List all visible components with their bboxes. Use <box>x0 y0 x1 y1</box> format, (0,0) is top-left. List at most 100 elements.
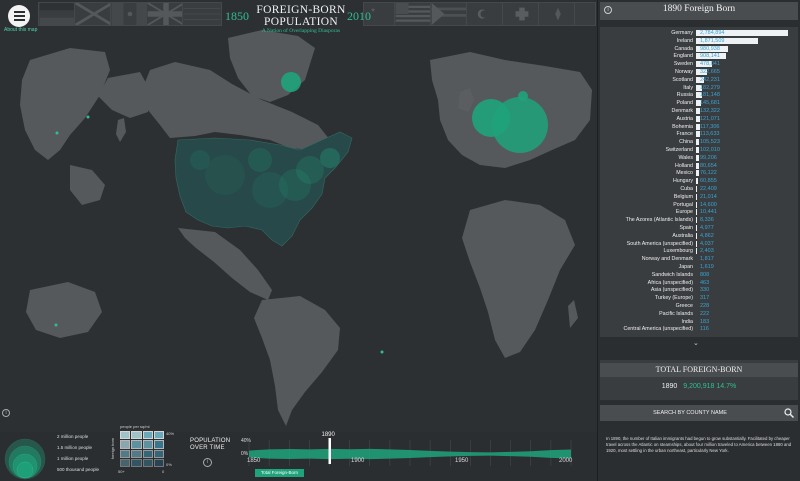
country-row[interactable]: Russia 181,148 <box>600 91 798 99</box>
map-info-icon[interactable]: i <box>2 409 10 417</box>
country-row[interactable]: France 113,633 <box>600 130 798 138</box>
map-canvas[interactable]: About this map ★ 1850 FOREIGN-BORN POPUL… <box>0 0 597 432</box>
density-pct-bot: 0% <box>166 462 172 467</box>
country-row[interactable]: Italy 182,279 <box>600 84 798 92</box>
country-row[interactable]: Ireland 1,871,509 <box>600 37 798 45</box>
country-value: 22,409 <box>700 186 717 192</box>
country-row[interactable]: Portugal 14,600 <box>600 201 798 209</box>
country-row[interactable]: South America (unspecified) 4,037 <box>600 240 798 248</box>
search-icon[interactable] <box>783 407 795 419</box>
narrative-text: In 1890, the number of Italian immigrant… <box>606 436 792 453</box>
country-row[interactable]: Belgium 21,014 <box>600 193 798 201</box>
country-row[interactable]: Austria 121,071 <box>600 115 798 123</box>
country-bar <box>696 108 701 114</box>
country-row[interactable]: Asia (unspecified) 330 <box>600 286 798 294</box>
country-bar <box>696 61 712 68</box>
flag-usa-striped-button[interactable] <box>394 2 434 26</box>
total-percent: 14.7% <box>716 383 737 390</box>
country-row[interactable]: Switzerland 102,010 <box>600 146 798 154</box>
flag-cuba-button[interactable] <box>430 2 470 26</box>
country-name: Portugal <box>673 201 693 208</box>
flag-germany-button[interactable] <box>38 2 78 26</box>
timeline-legend-chip[interactable]: Total Foreign-Born <box>255 469 305 477</box>
timeline-svg[interactable] <box>237 436 577 466</box>
country-row[interactable]: Europe 10,441 <box>600 208 798 216</box>
country-row[interactable]: Africa (unspecified) 463 <box>600 279 798 287</box>
flag-more-button[interactable] <box>574 2 596 26</box>
country-row[interactable]: Hungary 60,855 <box>600 177 798 185</box>
flag-japan-button[interactable] <box>182 2 222 26</box>
canada-shape <box>140 62 330 150</box>
country-row[interactable]: Spain 4,977 <box>600 224 798 232</box>
title-line-2: POPULATION <box>264 16 338 28</box>
country-row[interactable]: Mexico 76,122 <box>600 169 798 177</box>
total-foreign-born-box: TOTAL FOREIGN-BORN 1890 9,200,918 14.7% <box>600 360 798 400</box>
timeline-year-label: 1850 <box>247 458 261 464</box>
density-axis-side: foreign born <box>110 437 116 460</box>
flag-uk-button[interactable] <box>146 2 186 26</box>
timeline-pct-top: 40% <box>241 438 252 444</box>
country-value: 182,279 <box>700 84 720 91</box>
country-row[interactable]: Denmark 132,322 <box>600 107 798 115</box>
world-map <box>20 30 592 426</box>
timeline-info-icon[interactable]: i <box>203 458 212 467</box>
country-name: Turkey (Europe) <box>654 295 693 302</box>
country-name: Pacific Islands <box>659 310 693 317</box>
uk-shape <box>458 88 474 112</box>
flag-scandinavia-button[interactable] <box>74 2 114 26</box>
country-row[interactable]: England 908,141 <box>600 52 798 60</box>
country-row[interactable]: Sandwich Islands 808 <box>600 271 798 279</box>
country-row[interactable]: China 105,523 <box>600 138 798 146</box>
flag-canada-button[interactable] <box>538 2 578 26</box>
panel-info-icon[interactable]: i <box>604 6 612 14</box>
country-bar <box>696 162 699 169</box>
flag-mexico-button[interactable] <box>110 2 150 26</box>
country-row[interactable]: Canada 980,938 <box>600 45 798 53</box>
country-row[interactable]: Germany 2,784,894 <box>600 29 798 37</box>
country-row[interactable]: Norway 322,665 <box>600 68 798 76</box>
page-title: FOREIGN-BORN POPULATION <box>253 4 349 28</box>
country-value: 222 <box>700 310 710 317</box>
timeline-area-series <box>249 448 571 460</box>
about-map-link[interactable]: About this map <box>4 27 38 33</box>
country-row[interactable]: Scotland 242,231 <box>600 76 798 84</box>
country-value: 183 <box>700 318 710 325</box>
search-county-button[interactable]: SEARCH BY COUNTY NAME <box>600 405 798 421</box>
density-cell <box>131 458 142 467</box>
country-row[interactable]: Norway and Denmark 1,817 <box>600 255 798 263</box>
country-name: Italy <box>683 84 693 91</box>
timeline-chart[interactable]: 40% 0% 1890 1850 1900 1950 2000 Total Fo… <box>237 432 577 481</box>
density-cell <box>153 440 164 449</box>
country-value: 4,037 <box>700 240 714 247</box>
country-row[interactable]: Central America (unspecified) 116 <box>600 325 798 333</box>
country-bar <box>696 37 758 44</box>
year-end-label[interactable]: 2010 <box>347 9 371 23</box>
country-name: Switzerland <box>665 147 693 153</box>
country-row[interactable]: Luxembourg 2,403 <box>600 247 798 255</box>
country-row[interactable]: India 183 <box>600 318 798 326</box>
total-title: TOTAL FOREIGN-BORN <box>600 363 798 377</box>
country-name: The Azores (Atlantic Islands) <box>625 217 693 224</box>
menu-button[interactable] <box>8 5 30 27</box>
country-row[interactable]: Poland 145,681 <box>600 99 798 107</box>
density-cell <box>131 449 142 458</box>
chevron-down-icon[interactable]: ⌄ <box>693 340 699 347</box>
country-row[interactable]: Holland 80,654 <box>600 162 798 170</box>
flag-switzerland-button[interactable] <box>502 2 542 26</box>
country-list[interactable]: Germany 2,784,894 Ireland 1,871,509 Canada 98… <box>600 27 798 337</box>
flag-turkey-button[interactable] <box>466 2 506 26</box>
country-row[interactable]: Cuba 22,409 <box>600 185 798 193</box>
country-row[interactable]: Turkey (Europe) 317 <box>600 294 798 302</box>
country-name: Denmark <box>671 108 694 114</box>
country-row[interactable]: Japan 1,619 <box>600 263 798 271</box>
country-row[interactable]: Greece 228 <box>600 302 798 310</box>
country-name: Sweden <box>673 61 693 68</box>
year-start-label[interactable]: 1850 <box>225 9 249 23</box>
country-row[interactable]: Pacific Islands 222 <box>600 310 798 318</box>
country-name: Scotland <box>672 76 693 83</box>
country-row[interactable]: Sweden 478,041 <box>600 60 798 68</box>
country-row[interactable]: The Azores (Atlantic Islands) 8,336 <box>600 216 798 224</box>
country-row[interactable]: Bohemia 117,306 <box>600 123 798 131</box>
country-row[interactable]: Wales 99,206 <box>600 154 798 162</box>
country-row[interactable]: Australia 4,862 <box>600 232 798 240</box>
